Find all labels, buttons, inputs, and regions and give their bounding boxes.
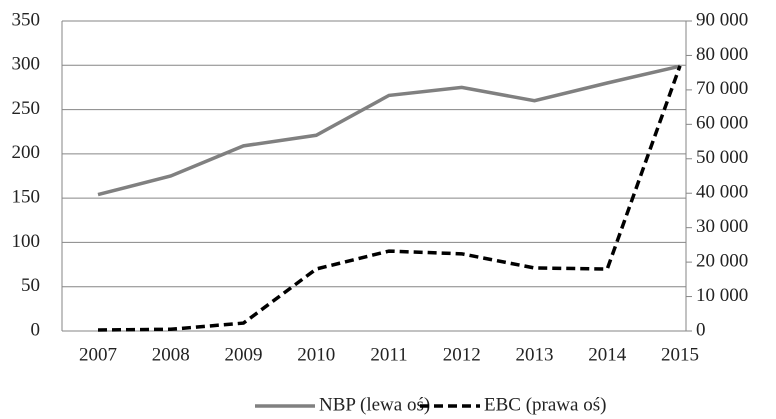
legend-label: EBC (prawa oś) [484,394,606,415]
x-tick-label: 2014 [588,344,627,365]
x-tick-label: 2009 [225,344,263,365]
y2-tick-label: 0 [696,319,706,340]
y-tick-label: 50 [21,275,40,296]
x-tick-label: 2012 [443,344,481,365]
y-tick-label: 0 [31,319,41,340]
x-tick-label: 2011 [370,344,407,365]
x-tick-label: 2013 [516,344,554,365]
y2-tick-label: 60 000 [696,113,748,134]
y-tick-label: 300 [12,54,41,75]
y2-tick-label: 20 000 [696,250,748,271]
y-tick-label: 200 [12,142,41,163]
y2-tick-label: 50 000 [696,147,748,168]
y2-tick-label: 40 000 [696,182,748,203]
y-tick-label: 100 [12,231,41,252]
x-tick-label: 2010 [297,344,335,365]
y2-tick-label: 30 000 [696,216,748,237]
x-tick-label: 2015 [661,344,699,365]
y2-tick-label: 90 000 [696,9,748,30]
y-tick-label: 150 [12,187,41,208]
x-tick-label: 2008 [152,344,190,365]
y2-tick-label: 80 000 [696,44,748,65]
y2-tick-label: 10 000 [696,285,748,306]
y-tick-label: 350 [12,9,41,30]
legend-label: NBP (lewa oś) [319,394,430,415]
series-line [97,64,681,197]
series-line [97,65,682,332]
y-tick-label: 250 [12,98,41,119]
x-tick-label: 2007 [79,344,117,365]
y2-tick-label: 70 000 [696,78,748,99]
